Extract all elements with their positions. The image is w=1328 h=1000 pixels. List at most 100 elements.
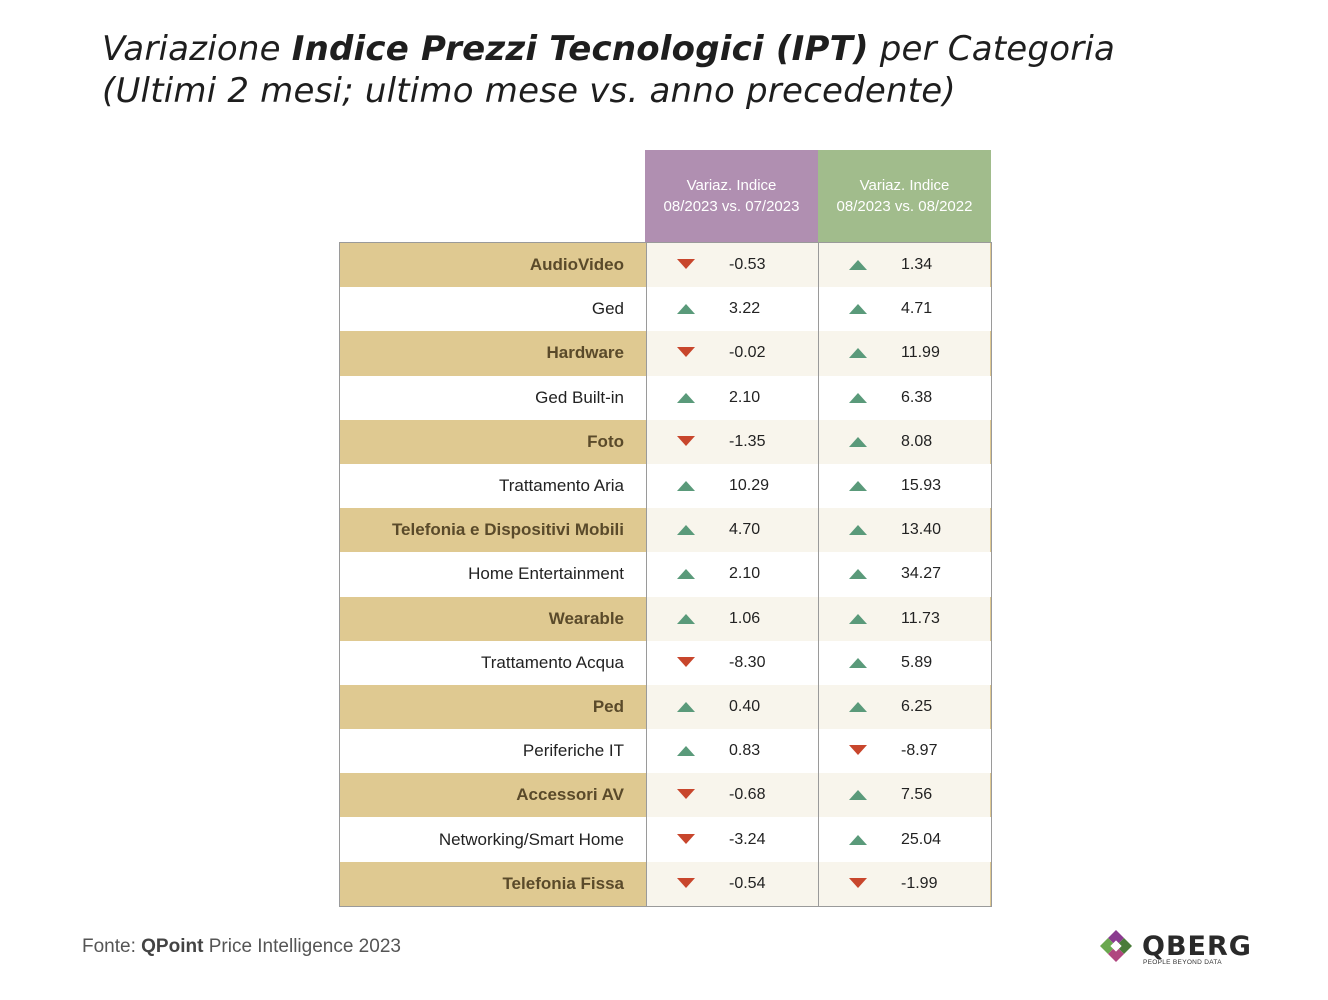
year-change-cell: 34.27 xyxy=(818,552,990,597)
trend-down-icon xyxy=(677,259,695,270)
category-label: Telefonia e Dispositivi Mobili xyxy=(391,520,624,540)
table-row: Trattamento Aria 10.29 15.93 xyxy=(340,463,991,509)
table-row: Wearable 1.06 11.73 xyxy=(340,596,991,641)
trend-down-icon xyxy=(677,656,695,667)
trend-up-icon xyxy=(849,436,867,447)
trend-up-icon xyxy=(849,569,867,580)
table-row: Hardware -0.02 11.99 xyxy=(340,331,991,376)
month-change-cell: -3.24 xyxy=(646,817,818,862)
table-row: Ged 3.22 4.71 xyxy=(340,287,991,332)
table-row: Foto -1.35 8.08 xyxy=(340,419,991,464)
category-label: Accessori AV xyxy=(516,785,624,805)
category-label: Ged xyxy=(591,299,624,319)
category-label: AudioVideo xyxy=(529,255,624,275)
table-row: Telefonia Fissa -0.54 -1.99 xyxy=(340,861,991,906)
year-change-value: 34.27 xyxy=(901,565,942,583)
month-change-cell: -0.54 xyxy=(646,861,818,906)
month-change-cell: 2.10 xyxy=(646,552,818,597)
year-change-cell: 4.71 xyxy=(818,287,990,332)
month-change-value: -0.68 xyxy=(729,786,766,804)
trend-up-icon xyxy=(849,834,867,845)
year-change-value: 15.93 xyxy=(901,477,942,495)
trend-down-icon xyxy=(677,833,695,844)
month-change-value: 10.29 xyxy=(729,477,770,495)
month-change-value: -0.53 xyxy=(729,256,766,274)
year-change-value: 4.71 xyxy=(901,300,933,318)
trend-up-icon xyxy=(677,304,695,315)
category-label: Hardware xyxy=(546,343,624,363)
source-note: Fonte: QPoint Price Intelligence 2023 xyxy=(82,936,401,957)
table-row: Periferiche IT 0.83 -8.97 xyxy=(340,729,991,774)
month-change-value: 2.10 xyxy=(729,388,761,406)
year-change-cell: 15.93 xyxy=(818,463,990,509)
year-change-value: 13.40 xyxy=(901,521,942,539)
trend-up-icon xyxy=(677,613,695,624)
title-line-2: (Ultimi 2 mesi; ultimo mese vs. anno pre… xyxy=(102,71,956,111)
table-row: Trattamento Acqua -8.30 5.89 xyxy=(340,640,991,685)
year-change-cell: 1.34 xyxy=(818,243,990,288)
trend-down-icon xyxy=(677,347,695,358)
category-label: Ped xyxy=(592,696,624,716)
year-change-cell: 6.38 xyxy=(818,375,990,420)
year-change-value: 11.73 xyxy=(901,609,940,627)
table-row: Networking/Smart Home -3.24 25.04 xyxy=(340,817,991,862)
month-change-value: 4.70 xyxy=(729,521,761,539)
month-change-value: 3.22 xyxy=(729,300,761,318)
month-change-cell: 0.83 xyxy=(646,729,818,774)
month-change-cell: 3.22 xyxy=(646,287,818,332)
logo-tagline: PEOPLE BEYOND DATA xyxy=(1143,959,1222,966)
month-change-cell: 1.06 xyxy=(646,596,818,641)
trend-up-icon xyxy=(849,657,867,668)
trend-up-icon xyxy=(677,481,695,492)
month-change-value: 1.06 xyxy=(729,609,761,627)
trend-down-icon xyxy=(849,745,867,756)
trend-down-icon xyxy=(677,435,695,446)
year-change-value: 5.89 xyxy=(901,653,933,671)
year-change-cell: 11.73 xyxy=(818,596,990,641)
trend-up-icon xyxy=(677,392,695,403)
month-change-value: -0.02 xyxy=(729,344,766,362)
category-label: Trattamento Aria xyxy=(498,476,624,496)
year-change-cell: 13.40 xyxy=(818,508,990,553)
table-row: Home Entertainment 2.10 34.27 xyxy=(340,552,991,597)
column-header-month: Variaz. Indice 08/2023 vs. 07/2023 xyxy=(645,150,818,242)
category-label: Telefonia Fissa xyxy=(502,873,624,893)
month-change-value: -8.30 xyxy=(729,653,766,671)
trend-up-icon xyxy=(849,260,867,271)
trend-up-icon xyxy=(849,525,867,536)
month-change-value: 0.40 xyxy=(729,697,761,715)
month-change-cell: 10.29 xyxy=(646,463,818,509)
category-label: Ged Built-in xyxy=(535,387,624,407)
category-label: Home Entertainment xyxy=(468,564,624,584)
column-header-year: Variaz. Indice 08/2023 vs. 08/2022 xyxy=(818,150,991,242)
trend-up-icon xyxy=(849,304,867,315)
year-change-value: 6.25 xyxy=(901,697,933,715)
month-change-cell: -8.30 xyxy=(646,640,818,685)
month-change-cell: -1.35 xyxy=(646,419,818,464)
trend-up-icon xyxy=(677,569,695,580)
year-change-value: 11.99 xyxy=(901,344,940,362)
category-label: Networking/Smart Home xyxy=(438,829,624,849)
qberg-logo-mark-icon xyxy=(1100,930,1132,962)
price-index-table: AudioVideo -0.53 1.34 Ged 3.22 4.71 Hardware -0… xyxy=(339,242,992,907)
trend-up-icon xyxy=(677,746,695,757)
year-change-cell: -8.97 xyxy=(818,729,990,774)
category-label: Foto xyxy=(587,431,624,451)
trend-up-icon xyxy=(677,525,695,536)
year-change-cell: 5.89 xyxy=(818,640,990,685)
month-change-cell: 0.40 xyxy=(646,684,818,730)
trend-up-icon xyxy=(677,701,695,712)
year-change-cell: 25.04 xyxy=(818,817,990,862)
trend-up-icon xyxy=(849,613,867,624)
table-row: Telefonia e Dispositivi Mobili 4.70 13.40 xyxy=(340,508,991,553)
trend-up-icon xyxy=(849,790,867,801)
page-title: Variazione Indice Prezzi Tecnologici (IP… xyxy=(102,28,1115,112)
year-change-cell: 8.08 xyxy=(818,419,990,464)
table-row: Ped 0.40 6.25 xyxy=(340,684,991,730)
year-change-cell: 11.99 xyxy=(818,331,990,376)
month-change-value: -1.35 xyxy=(729,432,766,450)
year-change-value: 8.08 xyxy=(901,432,933,450)
month-change-value: -0.54 xyxy=(729,874,766,892)
month-change-cell: 2.10 xyxy=(646,375,818,420)
year-change-value: 7.56 xyxy=(901,786,933,804)
